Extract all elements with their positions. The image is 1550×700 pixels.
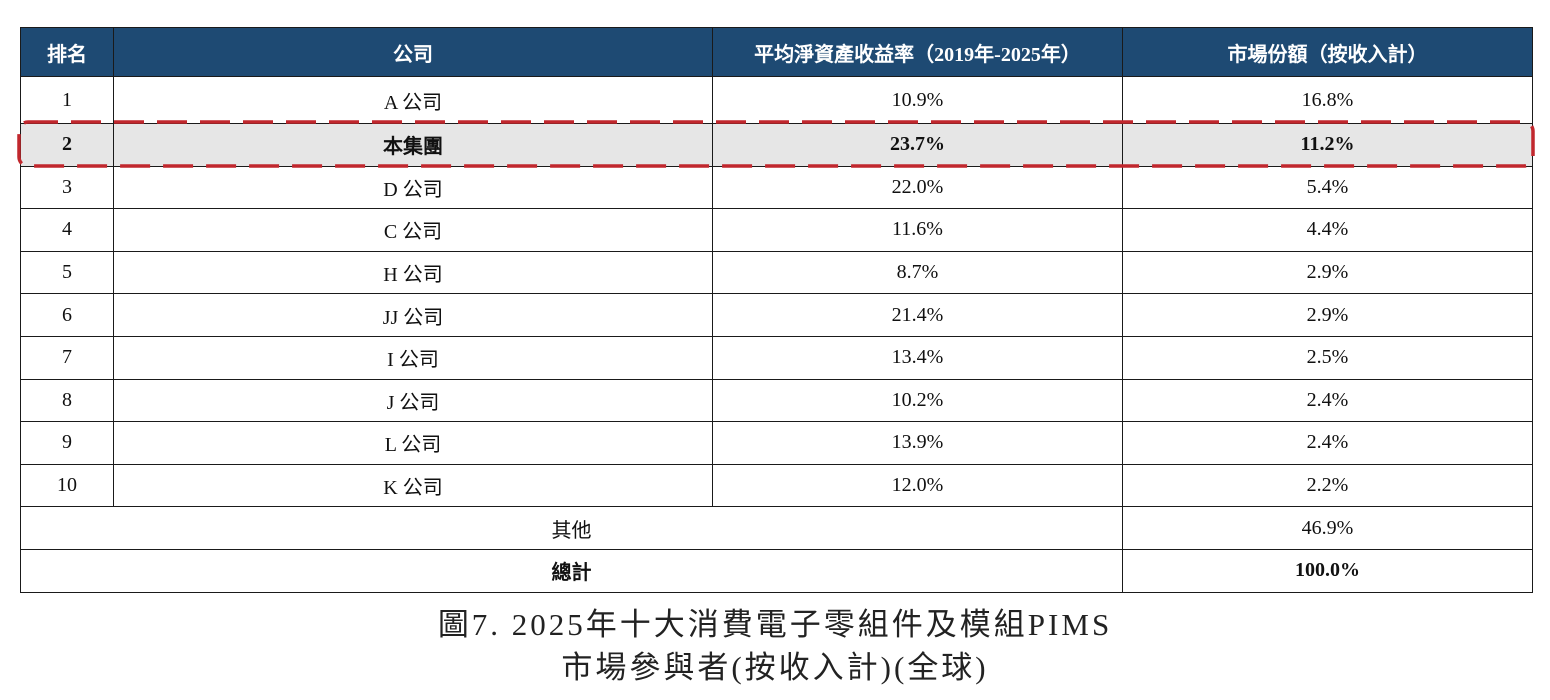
company-cell: A 公司 (113, 76, 713, 124)
total-row: 總計 100.0% (20, 548, 1533, 593)
rank-cell: 6 (20, 293, 114, 337)
caption-line-1: 圖7. 2025年十大消費電子零組件及模組PIMS (437, 607, 1113, 642)
figure-caption: 圖7. 2025年十大消費電子零組件及模組PIMS 市場參與者(按收入計)(全球… (0, 603, 1550, 689)
header-market-share: 市場份額（按收入計） (1122, 27, 1533, 77)
roe-cell: 23.7% (712, 123, 1123, 167)
market-share-cell: 5.4% (1122, 165, 1533, 210)
market-share-cell: 2.9% (1122, 293, 1533, 337)
rank-cell: 7 (20, 335, 114, 380)
market-share-cell: 2.5% (1122, 335, 1533, 380)
rank-cell: 10 (20, 463, 114, 508)
company-cell: H 公司 (113, 250, 713, 295)
others-market-share: 46.9% (1122, 506, 1533, 550)
table-row: 10 K 公司 12.0% 2.2% (20, 463, 1533, 508)
total-market-share: 100.0% (1122, 548, 1533, 593)
table-row: 6 JJ 公司 21.4% 2.9% (20, 293, 1533, 337)
total-label: 總計 (20, 548, 1123, 593)
market-share-cell: 2.2% (1122, 463, 1533, 508)
rank-cell: 3 (20, 165, 114, 210)
company-cell: C 公司 (113, 208, 713, 252)
ranking-table-container: 排名 公司 平均淨資產收益率（2019年-2025年） 市場份額（按收入計） 1… (20, 27, 1533, 593)
rank-cell: 1 (20, 76, 114, 124)
table-row: 8 J 公司 10.2% 2.4% (20, 378, 1533, 423)
roe-cell: 12.0% (712, 463, 1123, 508)
header-roe: 平均淨資產收益率（2019年-2025年） (712, 27, 1123, 77)
others-label: 其他 (20, 506, 1123, 550)
market-share-cell: 2.9% (1122, 250, 1533, 295)
others-row: 其他 46.9% (20, 506, 1533, 550)
rank-cell: 2 (20, 123, 114, 167)
market-share-cell: 4.4% (1122, 208, 1533, 252)
roe-cell: 10.2% (712, 378, 1123, 423)
table-row: 7 I 公司 13.4% 2.5% (20, 335, 1533, 380)
table-row: 1 A 公司 10.9% 16.8% (20, 76, 1533, 124)
company-cell: I 公司 (113, 335, 713, 380)
table-row: 4 C 公司 11.6% 4.4% (20, 208, 1533, 252)
table-row: 5 H 公司 8.7% 2.9% (20, 250, 1533, 295)
rank-cell: 4 (20, 208, 114, 252)
roe-cell: 10.9% (712, 76, 1123, 124)
company-cell: L 公司 (113, 421, 713, 465)
caption-line-2: 市場參與者(按收入計)(全球) (561, 650, 989, 685)
table-row: 3 D 公司 22.0% 5.4% (20, 165, 1533, 210)
company-cell: 本集團 (113, 123, 713, 167)
roe-cell: 11.6% (712, 208, 1123, 252)
market-share-cell: 2.4% (1122, 421, 1533, 465)
market-share-cell: 2.4% (1122, 378, 1533, 423)
company-cell: JJ 公司 (113, 293, 713, 337)
market-share-cell: 11.2% (1122, 123, 1533, 167)
header-company: 公司 (113, 27, 713, 77)
rank-cell: 9 (20, 421, 114, 465)
roe-cell: 13.4% (712, 335, 1123, 380)
market-share-cell: 16.8% (1122, 76, 1533, 124)
roe-cell: 13.9% (712, 421, 1123, 465)
roe-cell: 21.4% (712, 293, 1123, 337)
company-cell: J 公司 (113, 378, 713, 423)
table-header-row: 排名 公司 平均淨資產收益率（2019年-2025年） 市場份額（按收入計） (20, 27, 1533, 77)
table-row: 9 L 公司 13.9% 2.4% (20, 421, 1533, 465)
rank-cell: 8 (20, 378, 114, 423)
company-cell: K 公司 (113, 463, 713, 508)
roe-cell: 8.7% (712, 250, 1123, 295)
rank-cell: 5 (20, 250, 114, 295)
header-rank: 排名 (20, 27, 114, 77)
table-row-highlighted: 2 本集團 23.7% 11.2% (20, 123, 1533, 167)
market-participants-table: 排名 公司 平均淨資產收益率（2019年-2025年） 市場份額（按收入計） 1… (20, 27, 1533, 593)
company-cell: D 公司 (113, 165, 713, 210)
roe-cell: 22.0% (712, 165, 1123, 210)
